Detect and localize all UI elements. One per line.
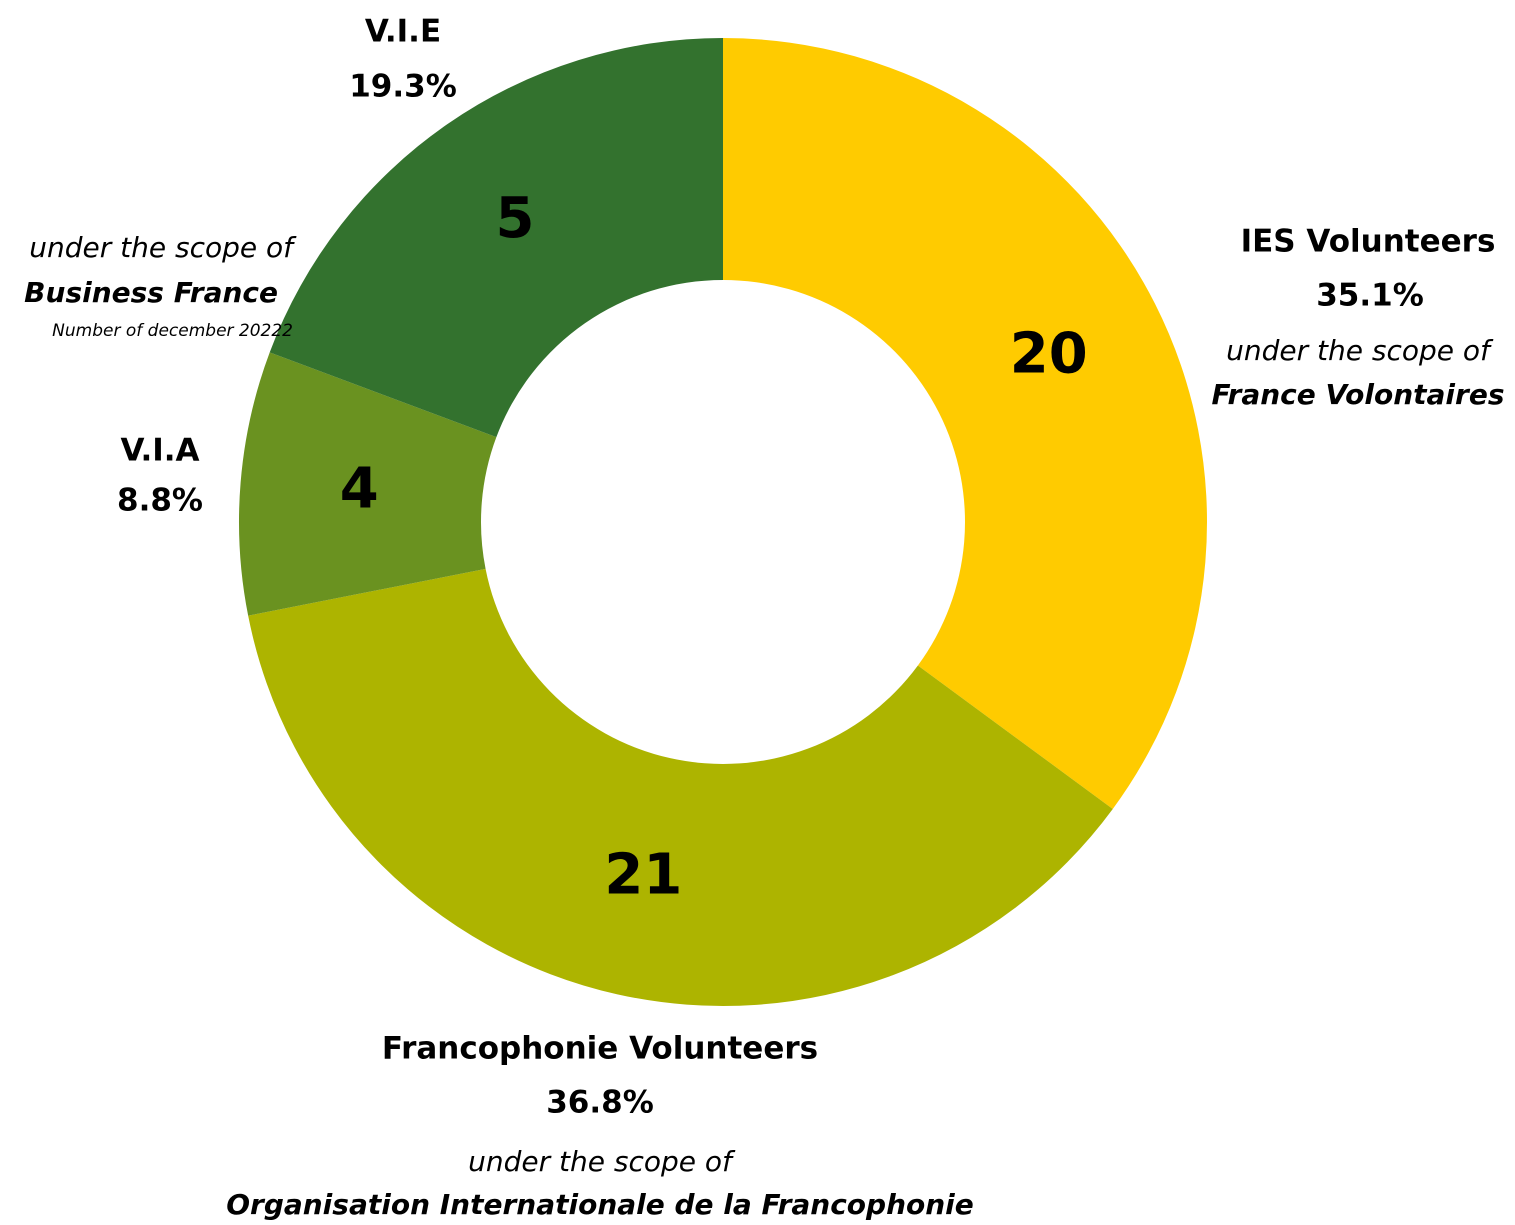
value-label: 35.1% (1316, 278, 1424, 314)
scope-org: Business France (24, 276, 278, 309)
scope-text: under the scope of (1226, 334, 1494, 367)
scope-org: Organisation Internationale de la Franco… (226, 1188, 974, 1221)
slice (269, 38, 723, 438)
donut (238, 38, 1207, 1006)
category-label: V.I.E (365, 14, 441, 50)
count-label: 5 (496, 186, 535, 251)
scope-text: under the scope of (29, 231, 297, 264)
scope-org: France Volontaires (1211, 378, 1504, 411)
count-label: 20 (1010, 321, 1088, 386)
category-label: V.I.A (120, 433, 199, 469)
slice (723, 38, 1207, 809)
slice (238, 352, 497, 616)
value-label: 8.8% (117, 483, 203, 519)
count-label: 4 (340, 456, 379, 521)
count-label: 21 (604, 842, 682, 907)
value-label: 36.8% (546, 1085, 654, 1121)
value-label: 19.3% (349, 69, 457, 105)
category-label: IES Volunteers (1241, 224, 1496, 260)
scope-text: under the scope of (468, 1145, 736, 1178)
category-label: Francophonie Volunteers (382, 1031, 818, 1067)
scope-note: Number of december 20222 (52, 321, 293, 341)
slice (248, 568, 1113, 1006)
